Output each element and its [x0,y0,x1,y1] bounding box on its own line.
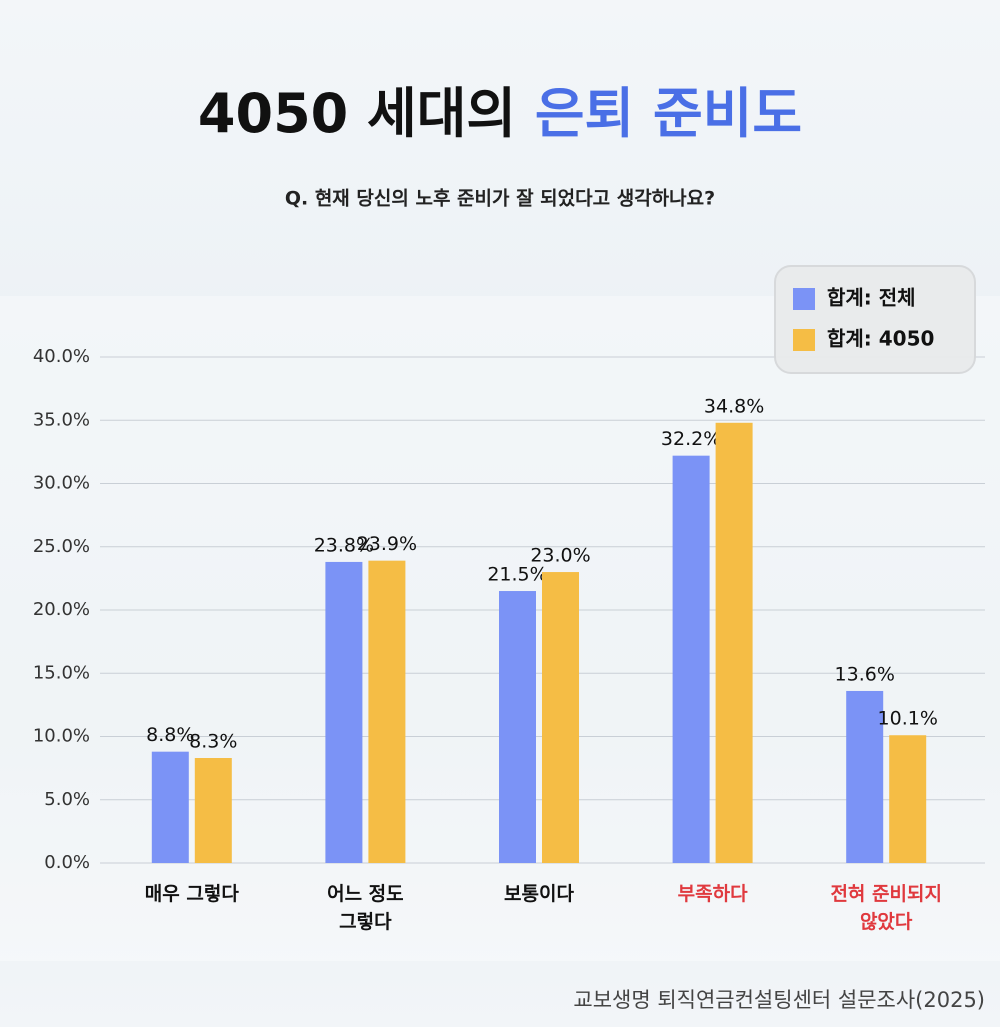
bar [151,751,189,863]
title-lead: 4050 세대의 [198,82,516,145]
value-label: 32.2% [661,428,721,450]
chart-title: 4050 세대의 은퇴 준비도 [198,82,802,145]
source: 교보생명 퇴직연금컨설팅센터 설문조사(2025) [573,988,985,1012]
legend-swatch [793,288,815,310]
legend-label: 합계: 전체 [827,286,916,310]
legend-swatch [793,329,815,351]
bar [499,591,536,863]
bar [542,572,579,863]
x-tick-label: 전혀 준비되지 않았다 [830,883,942,933]
y-tick-label: 10.0% [33,726,90,747]
x-tick-label: 부족하다 [677,883,748,905]
bar [715,422,753,863]
y-tick-label: 30.0% [33,473,90,494]
value-label: 13.6% [835,663,895,685]
value-label: 34.8% [704,395,764,417]
bar [672,455,710,863]
x-tick-label: 매우 그렇다 [144,883,239,905]
y-tick-label: 0.0% [44,852,90,873]
y-tick-label: 25.0% [33,536,90,557]
bar [846,690,884,863]
value-label: 8.3% [189,731,237,753]
y-tick-label: 15.0% [33,662,90,683]
value-label: 23.0% [530,545,590,567]
y-tick-label: 5.0% [44,789,90,810]
y-tick-label: 35.0% [33,409,90,430]
value-label: 23.8% [314,534,374,556]
value-label: 23.9% [357,533,417,555]
x-tick-label: 보통이다 [504,883,574,905]
y-tick-label: 20.0% [33,599,90,620]
value-label: 10.1% [878,708,938,730]
bar [368,560,406,863]
bar [325,561,363,863]
bar [889,735,927,863]
bar [194,758,232,863]
subtitle: Q. 현재 당신의 노후 준비가 잘 되었다고 생각하나요? [285,188,715,210]
legend-box [774,265,976,374]
value-label: 21.5% [487,564,547,586]
value-label: 8.8% [146,724,194,746]
y-tick-label: 40.0% [33,346,90,367]
legend-label: 합계: 4050 [827,327,934,351]
x-tick-label: 어느 정도 그렇다 [327,883,404,933]
title-highlight: 은퇴 준비도 [535,82,802,145]
